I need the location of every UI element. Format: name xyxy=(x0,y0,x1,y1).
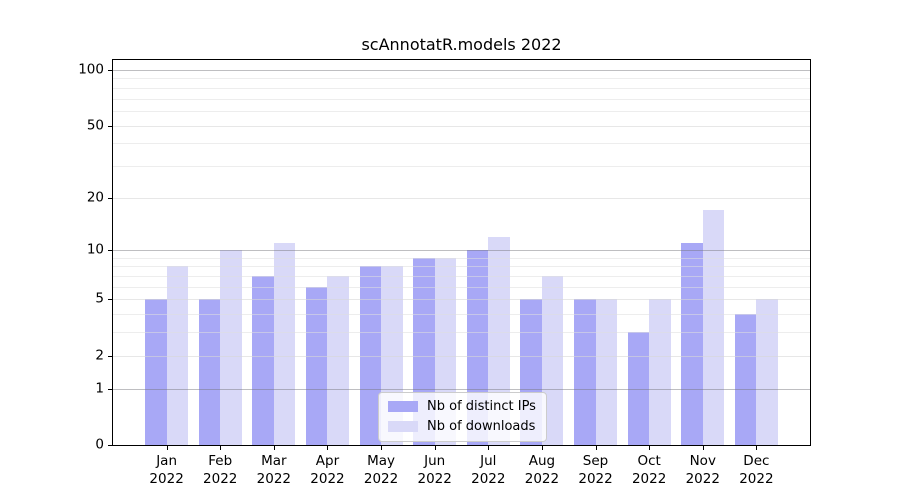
x-tick-label-jun-2022: Jun 2022 xyxy=(417,453,452,487)
bar-distinct-ips-mar xyxy=(252,276,274,445)
bar-distinct-ips-jan xyxy=(145,299,167,445)
bar-distinct-ips-apr xyxy=(306,286,328,445)
x-tick-mar xyxy=(273,446,275,450)
legend-item-downloads: Nb of downloads xyxy=(388,419,536,434)
legend-swatch-downloads xyxy=(388,421,418,432)
y-tick-label-0: 0 xyxy=(95,436,104,453)
y-tick-20 xyxy=(108,197,112,199)
x-tick-label-feb-2022: Feb 2022 xyxy=(203,453,238,487)
y-tick-label-100: 100 xyxy=(78,61,104,78)
bar-downloads-jan xyxy=(166,266,189,445)
x-tick-label-may-2022: May 2022 xyxy=(363,453,399,487)
x-tick-may xyxy=(381,446,383,450)
x-tick-nov xyxy=(702,446,704,450)
x-tick-label-apr-2022: Apr 2022 xyxy=(310,453,345,487)
x-tick-jun xyxy=(434,446,436,450)
plot-area: Nb of distinct IPs Nb of downloads xyxy=(112,59,811,446)
x-tick-feb xyxy=(220,446,222,450)
y-tick-0 xyxy=(108,445,112,446)
y-tick-50 xyxy=(108,125,112,127)
x-tick-label-nov-2022: Nov 2022 xyxy=(685,453,720,487)
legend-item-distinct-ips: Nb of distinct IPs xyxy=(388,399,536,414)
x-tick-label-dec-2022: Dec 2022 xyxy=(739,453,774,487)
bar-distinct-ips-feb xyxy=(198,299,221,445)
x-tick-label-mar-2022: Mar 2022 xyxy=(256,453,292,487)
x-tick-label-jul-2022: Jul 2022 xyxy=(471,453,506,487)
y-tick-5 xyxy=(108,299,112,301)
x-tick-label-jan-2022: Jan 2022 xyxy=(149,453,184,487)
bar-downloads-feb xyxy=(220,250,242,445)
x-tick-jul xyxy=(488,446,490,450)
x-tick-label-oct-2022: Oct 2022 xyxy=(631,453,667,487)
bar-downloads-nov xyxy=(702,210,725,445)
y-tick-2 xyxy=(108,355,112,357)
x-tick-aug xyxy=(541,446,543,450)
y-tick-label-1: 1 xyxy=(95,379,104,396)
x-tick-sep xyxy=(595,446,597,450)
x-tick-oct xyxy=(649,446,651,450)
x-tick-jan xyxy=(166,446,168,450)
x-tick-label-sep-2022: Sep 2022 xyxy=(578,453,613,487)
bar-distinct-ips-nov xyxy=(681,243,703,445)
y-tick-label-10: 10 xyxy=(86,241,104,258)
legend-label-distinct-ips: Nb of distinct IPs xyxy=(427,399,536,414)
bar-downloads-dec xyxy=(756,299,778,445)
y-tick-10 xyxy=(108,250,112,252)
x-tick-label-aug-2022: Aug 2022 xyxy=(524,453,560,487)
bar-distinct-ips-sep xyxy=(574,299,596,445)
bar-downloads-oct xyxy=(649,299,671,445)
bar-downloads-mar xyxy=(273,243,296,445)
y-tick-label-50: 50 xyxy=(86,116,104,133)
legend: Nb of distinct IPs Nb of downloads xyxy=(378,392,547,442)
bar-downloads-sep xyxy=(595,299,617,445)
legend-label-downloads: Nb of downloads xyxy=(427,419,536,434)
y-tick-label-2: 2 xyxy=(95,346,104,363)
x-tick-dec xyxy=(756,446,758,450)
y-tick-label-20: 20 xyxy=(86,188,104,205)
y-tick-100 xyxy=(108,70,112,71)
legend-swatch-distinct-ips xyxy=(388,401,418,412)
bar-distinct-ips-oct xyxy=(627,332,650,445)
chart-title: scAnnotatR.models 2022 xyxy=(361,35,562,54)
bar-downloads-aug xyxy=(541,276,564,445)
y-tick-label-5: 5 xyxy=(95,290,104,307)
bar-downloads-apr xyxy=(327,276,349,445)
bars-layer xyxy=(113,60,810,445)
y-tick-1 xyxy=(108,388,112,390)
x-tick-apr xyxy=(327,446,329,450)
bar-distinct-ips-dec xyxy=(734,314,757,445)
